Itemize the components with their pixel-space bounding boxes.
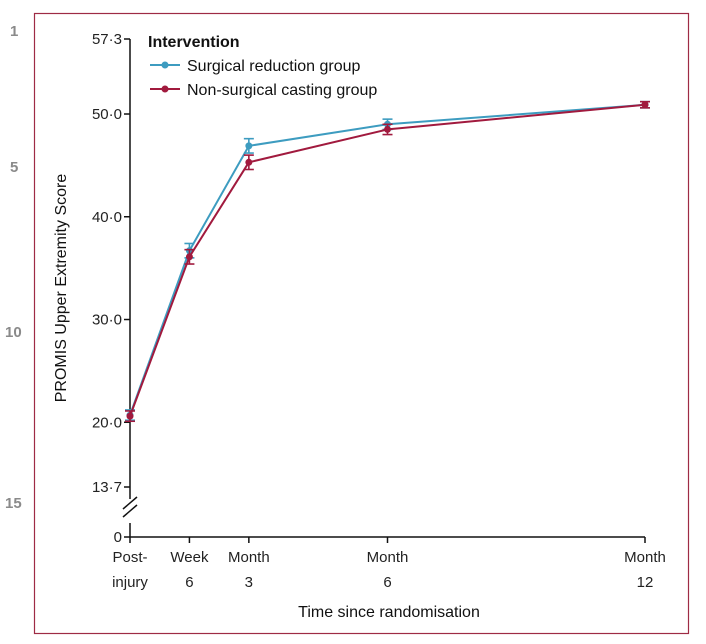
legend-label-casting: Non-surgical casting group — [187, 82, 377, 99]
side-number-10: 10 — [5, 324, 22, 341]
x-axis-title: Time since randomisation — [298, 604, 480, 621]
legend-marker-surgical — [161, 61, 169, 69]
y-tick-label: 50·0 — [92, 106, 122, 123]
y-tick-label: 0 — [114, 529, 122, 546]
axes: 0 13·7 20·0 30·0 40·0 50·0 57·3 Post-injury Week… — [92, 31, 666, 591]
data-point — [245, 142, 253, 150]
x-tick-label: injury — [112, 574, 148, 591]
chart-frame — [33, 12, 690, 635]
x-tick-label: 3 — [245, 574, 253, 591]
side-number-1: 1 — [10, 23, 18, 40]
x-tick-label: Week — [170, 549, 209, 566]
legend-label-surgical: Surgical reduction group — [187, 58, 361, 75]
x-tick-label: Post- — [112, 549, 147, 566]
x-tick-label: 6 — [185, 574, 193, 591]
y-tick-label: 57·3 — [92, 31, 122, 48]
axis-break-mark — [122, 496, 138, 510]
side-number-5: 5 — [10, 159, 18, 176]
side-number-15: 15 — [5, 495, 22, 512]
x-tick-label: Month — [228, 549, 270, 566]
y-tick-label: 30·0 — [92, 312, 122, 329]
x-tick-label: 6 — [383, 574, 391, 591]
series-line — [129, 103, 646, 417]
data-point — [185, 253, 193, 261]
axis-break-mark — [122, 504, 138, 518]
x-tick-label: Month — [624, 549, 666, 566]
legend-title: Intervention — [148, 34, 240, 51]
data-point — [126, 412, 134, 420]
data-point — [641, 101, 649, 109]
data-point — [384, 125, 391, 133]
data-point — [245, 158, 253, 166]
x-tick-label: 12 — [637, 574, 654, 591]
plot-area — [125, 100, 650, 423]
y-tick-label: 13·7 — [92, 479, 122, 496]
legend-marker-casting — [161, 85, 169, 93]
x-tick-label: Month — [367, 549, 409, 566]
series-line — [129, 103, 646, 416]
y-tick-label: 20·0 — [92, 414, 122, 431]
y-tick-label: 40·0 — [92, 209, 122, 226]
y-axis-title: PROMIS Upper Extremity Score — [53, 174, 70, 403]
